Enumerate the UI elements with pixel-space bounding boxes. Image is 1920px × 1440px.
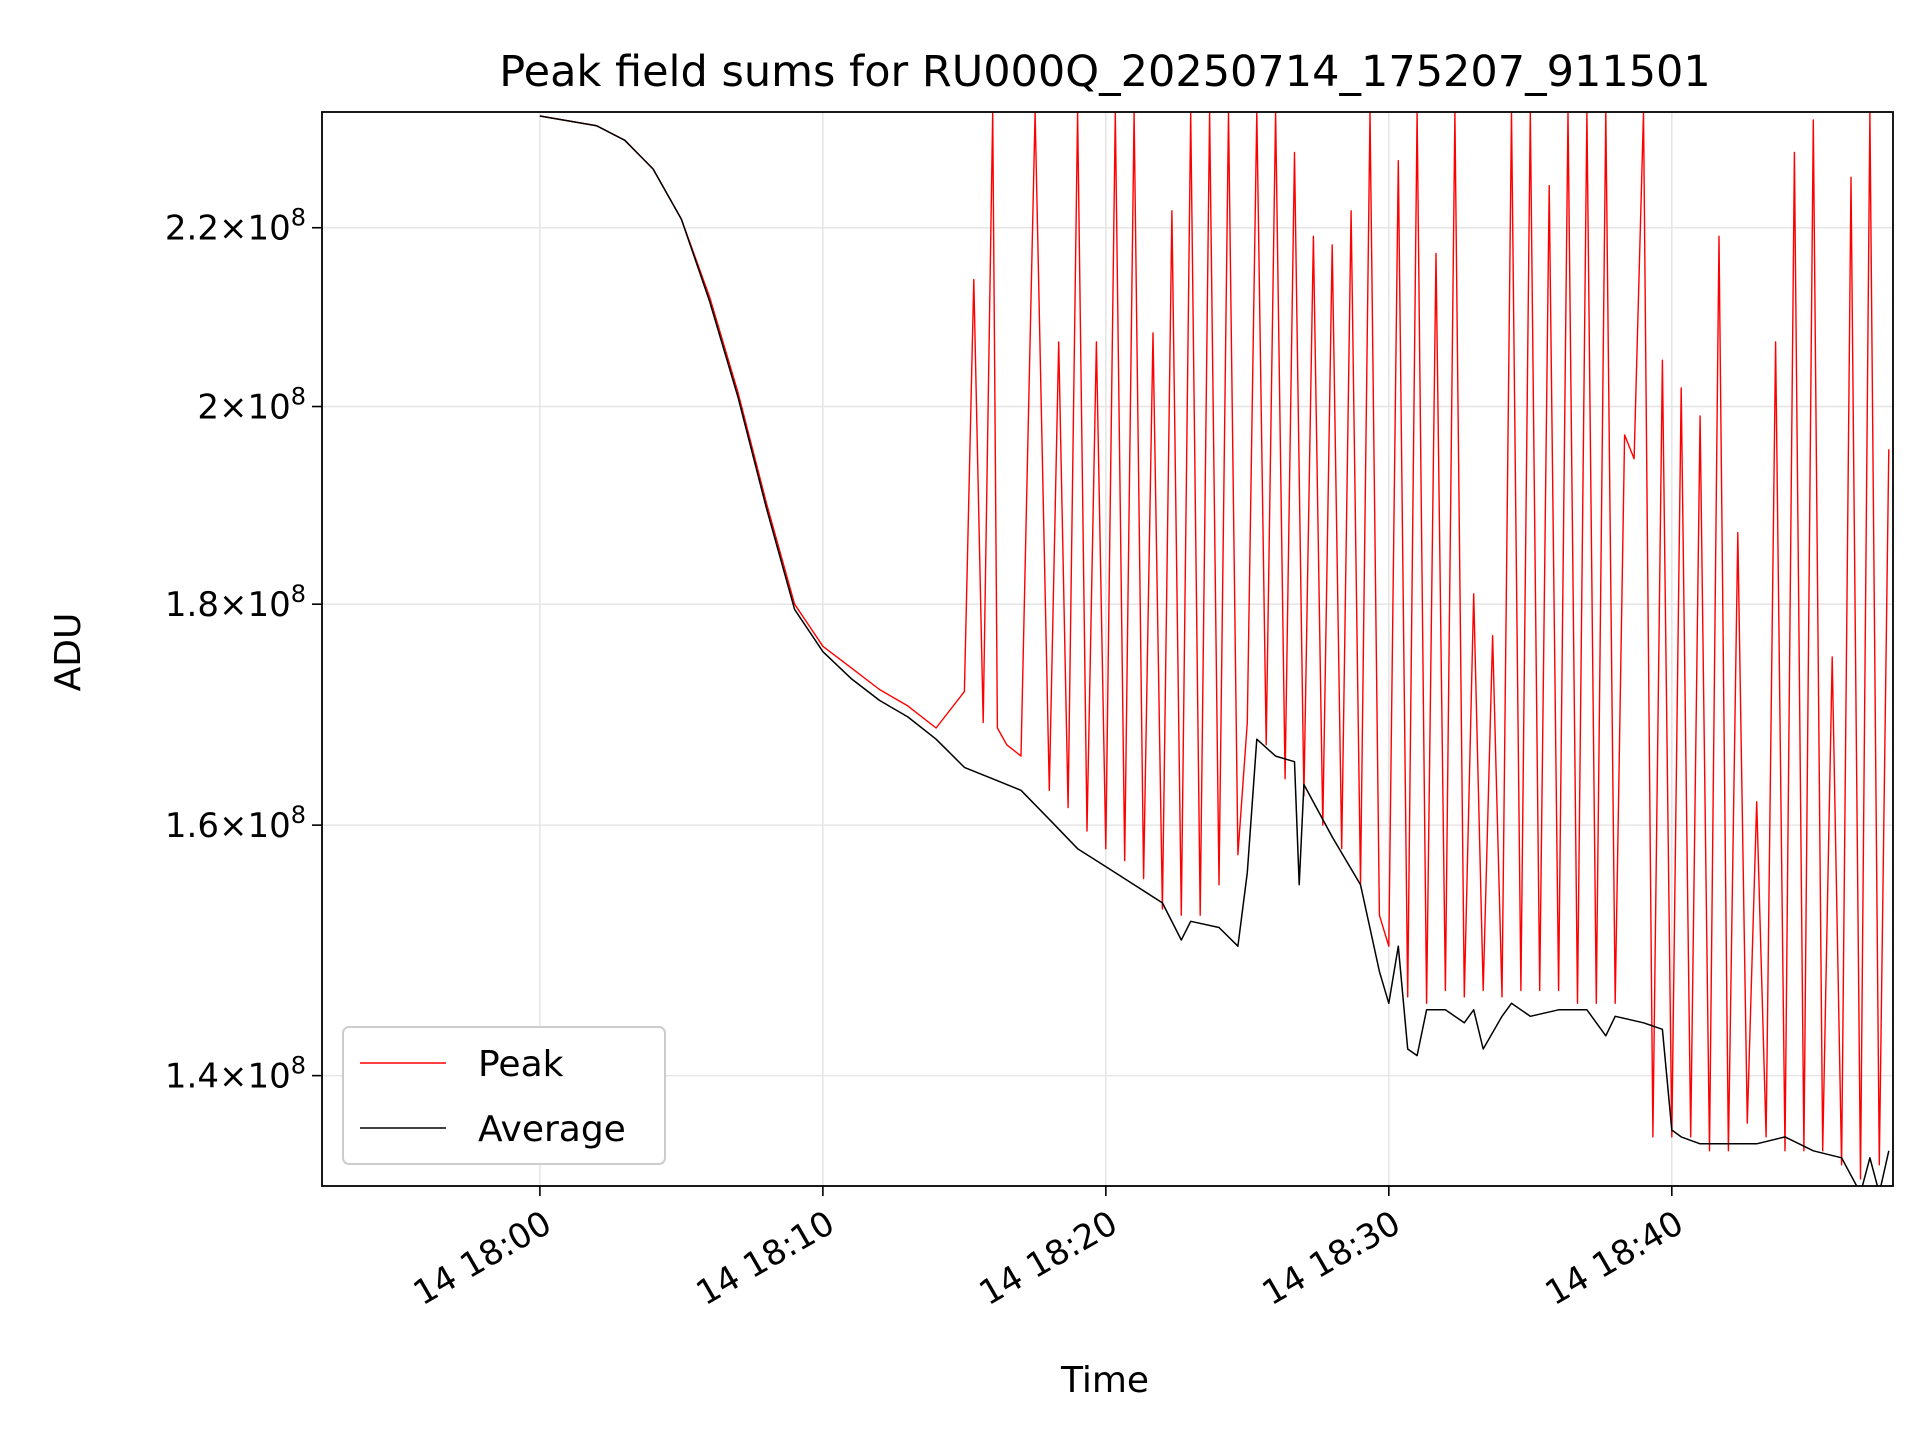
y-tick-label: 1.8×108 <box>165 580 306 625</box>
y-tick-times: ×10 <box>219 806 291 846</box>
y-tick-label: 2.2×108 <box>165 204 306 249</box>
y-tick-mantissa: 2.2 <box>165 209 219 249</box>
legend-box <box>342 1026 666 1165</box>
y-tick-times: ×10 <box>219 209 291 249</box>
plot-lines <box>539 112 1890 1186</box>
y-tick-mantissa: 2 <box>197 388 219 428</box>
axes-frame <box>321 111 1894 1187</box>
y-tick-exponent: 8 <box>291 580 306 608</box>
y-tick-exponent: 8 <box>291 801 306 829</box>
y-tick-mantissa: 1.6 <box>165 806 219 846</box>
series-line-average <box>539 115 1890 1186</box>
y-tick-times: ×10 <box>219 388 291 428</box>
legend-label-average: Average <box>478 1109 626 1150</box>
y-tick-label: 1.6×108 <box>165 801 306 846</box>
y-tick-mantissa: 1.8 <box>165 585 219 625</box>
y-tick-label: 2×108 <box>197 383 306 428</box>
y-axis-label: ADU <box>48 613 89 692</box>
y-tick-mantissa: 1.4 <box>165 1057 219 1097</box>
grid <box>322 112 1893 1186</box>
y-tick-label: 1.4×108 <box>165 1052 306 1097</box>
y-tick-exponent: 8 <box>291 383 306 411</box>
chart-title: Peak field sums for RU000Q_20250714_1752… <box>499 47 1711 97</box>
x-axis-label: Time <box>1060 1360 1149 1401</box>
legend-label-peak: Peak <box>478 1044 564 1085</box>
y-tick-exponent: 8 <box>291 204 306 232</box>
y-tick-times: ×10 <box>219 585 291 625</box>
y-tick-exponent: 8 <box>291 1052 306 1080</box>
legend: Peak Average <box>342 1026 666 1165</box>
y-tick-times: ×10 <box>219 1057 291 1097</box>
